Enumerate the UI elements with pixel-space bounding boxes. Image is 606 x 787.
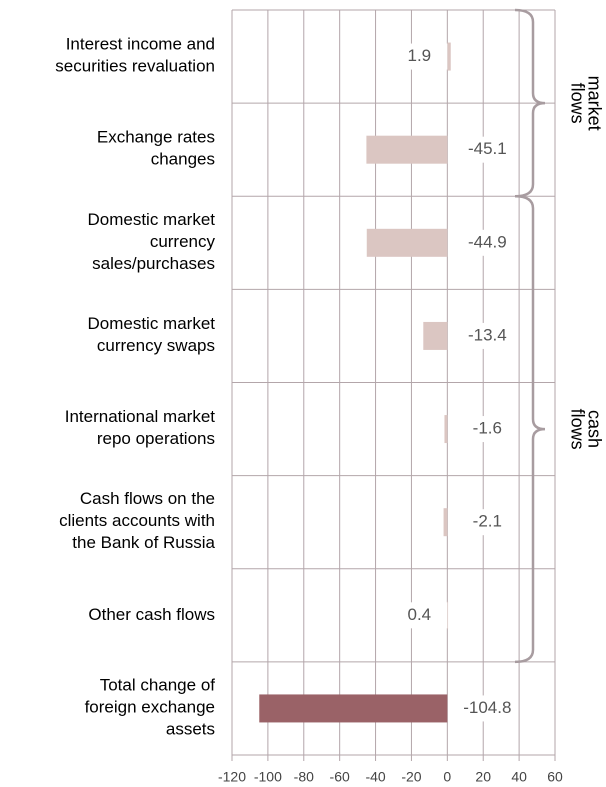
bar <box>447 601 449 630</box>
label-bg <box>459 229 516 256</box>
y-tick-label: International market repo operations <box>65 408 216 449</box>
y-tick-label: Cash flows on the clients accounts with th… <box>59 490 215 553</box>
x-tick-label: -100 <box>254 769 282 785</box>
value-label: 1.9 <box>408 46 432 65</box>
annotation: marketflows <box>568 76 605 131</box>
bar <box>366 135 448 164</box>
label-bg <box>391 43 448 70</box>
label-bg <box>459 695 516 722</box>
y-tick-label: Domestic market currency sales/purchases <box>87 210 215 273</box>
x-tick-label: -20 <box>401 769 421 785</box>
bar <box>366 228 448 257</box>
value-label: -2.1 <box>473 512 502 531</box>
y-tick-label: Exchange rates changes <box>97 128 215 169</box>
value-label: -13.4 <box>468 325 507 344</box>
bar <box>447 42 451 71</box>
label-bg <box>459 136 516 163</box>
value-label: -44.9 <box>468 232 507 251</box>
label-bg <box>459 509 516 536</box>
value-label: -104.8 <box>463 698 511 717</box>
x-tick-label: -60 <box>330 769 350 785</box>
x-tick-label: -120 <box>218 769 246 785</box>
value-label: 0.4 <box>408 605 432 624</box>
bar <box>443 508 448 537</box>
x-tick-label: -40 <box>365 769 385 785</box>
bracket <box>514 8 546 198</box>
label-bg <box>459 322 516 349</box>
bar <box>423 321 448 350</box>
bar <box>444 415 448 444</box>
annotation: cashflows <box>568 409 605 450</box>
x-tick-label: 40 <box>511 769 527 785</box>
bracket <box>514 195 546 664</box>
y-tick-label: Domestic market currency swaps <box>87 314 215 355</box>
x-tick-label: -80 <box>294 769 314 785</box>
bar <box>259 694 448 723</box>
value-label: -45.1 <box>468 139 507 158</box>
x-tick-label: 60 <box>547 769 563 785</box>
y-tick-label: Other cash flows <box>88 605 215 624</box>
value-label: -1.6 <box>473 419 502 438</box>
y-tick-label: Interest income and securities revaluatio… <box>55 35 215 76</box>
x-tick-label: 0 <box>443 769 451 785</box>
y-tick-label: Total change of foreign exchange assets <box>85 676 216 739</box>
x-tick-label: 20 <box>475 769 491 785</box>
label-bg <box>459 416 516 443</box>
label-bg <box>391 602 448 629</box>
